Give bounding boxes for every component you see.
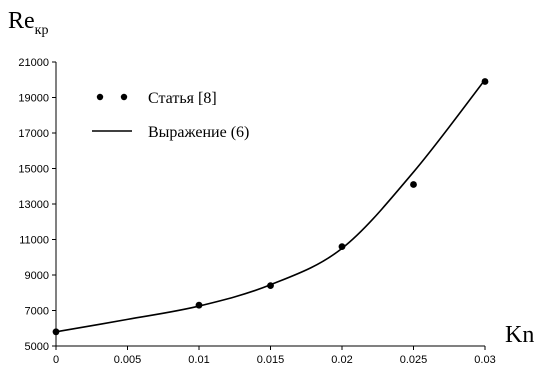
data-point bbox=[410, 181, 417, 188]
series-line-expression-6 bbox=[55, 79, 486, 333]
x-tick-label: 0.025 bbox=[400, 354, 428, 366]
data-point bbox=[52, 328, 60, 336]
legend-marker-dot-1 bbox=[96, 93, 104, 101]
x-tick-label: 0.02 bbox=[331, 354, 352, 366]
y-tick-label: 15000 bbox=[18, 164, 49, 176]
x-tick-label: 0.03 bbox=[474, 354, 495, 366]
legend: Статья [8] Выражение (6) bbox=[92, 90, 249, 141]
y-tick-label: 17000 bbox=[18, 128, 49, 140]
data-point bbox=[267, 282, 274, 290]
x-tick-label: 0.015 bbox=[257, 354, 285, 366]
axes bbox=[55, 62, 485, 347]
y-axis-title-sub: кр bbox=[35, 23, 49, 38]
x-tick-label: 0 bbox=[53, 354, 59, 366]
legend-label-expression-6: Выражение (6) bbox=[148, 124, 249, 141]
x-tick-label: 0.01 bbox=[188, 354, 209, 366]
y-tick-label: 5000 bbox=[25, 341, 49, 353]
x-tick-label: 0.005 bbox=[114, 354, 142, 366]
y-tick-label: 9000 bbox=[25, 270, 49, 282]
x-ticks: 0 0.005 0.01 0.015 0.02 0.025 0.03 bbox=[53, 346, 496, 366]
y-tick-label: 21000 bbox=[18, 57, 49, 69]
y-tick-label: 11000 bbox=[19, 235, 49, 247]
data-point bbox=[338, 243, 346, 251]
y-tick-label: 19000 bbox=[18, 93, 49, 105]
y-ticks: 5000 7000 9000 11000 13000 15000 17000 19000 210… bbox=[18, 57, 56, 353]
y-axis-title-main: Re bbox=[8, 8, 35, 34]
series-markers-article-8 bbox=[52, 78, 489, 336]
y-tick-label: 7000 bbox=[25, 306, 49, 318]
y-axis-title: Reкр bbox=[8, 8, 48, 38]
data-point bbox=[481, 78, 489, 85]
legend-marker-dot-2 bbox=[120, 93, 128, 101]
legend-label-article-8: Статья [8] bbox=[148, 90, 217, 107]
x-axis-title: Kn bbox=[505, 322, 534, 348]
y-tick-label: 13000 bbox=[18, 199, 49, 211]
data-point bbox=[195, 301, 203, 309]
